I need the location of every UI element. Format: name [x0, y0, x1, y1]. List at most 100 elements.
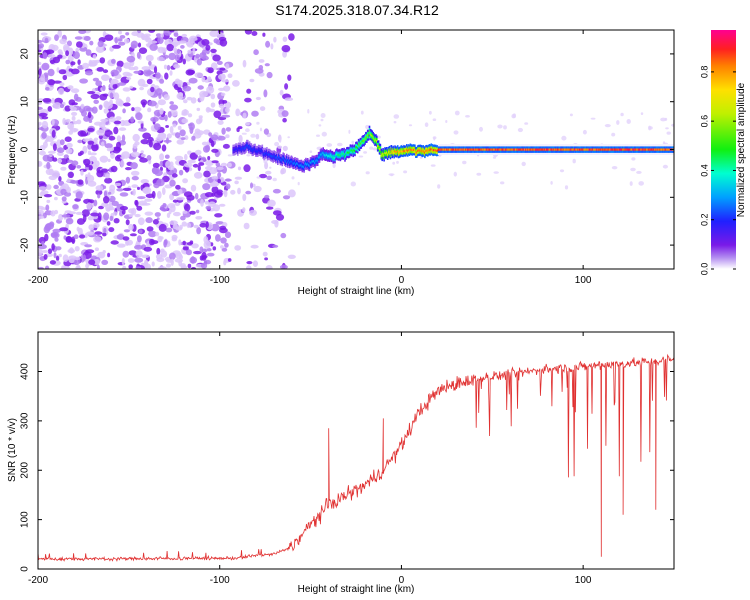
spectrogram-noise-cell	[454, 110, 460, 116]
spectrogram-ridge-cell	[515, 148, 518, 151]
spectrogram-noise-cell	[255, 133, 260, 140]
spectrogram-noise-cell	[393, 114, 400, 119]
spectrogram-ridge-cell	[461, 146, 463, 149]
spectrogram-ridge-cell	[280, 156, 283, 159]
spectrogram-noise-cell	[660, 117, 667, 122]
spectrogram-ridge-cell	[393, 147, 395, 150]
spectrogram-ridge-cell	[468, 148, 471, 151]
spectrogram-ridge-cell	[350, 149, 353, 152]
spectrogram-ridge-cell	[468, 150, 471, 153]
colorbar-label: Normalized spectral amplitude	[736, 82, 747, 217]
spectrogram-ridge-cell	[234, 144, 236, 147]
spectrogram-ridge-cell	[259, 147, 262, 150]
spectrogram-noise-cell	[203, 170, 211, 178]
spectrogram-ridge-cell	[386, 149, 389, 152]
spectrogram-noise-cell	[71, 102, 78, 106]
spectrogram-ridge-cell	[585, 148, 588, 151]
spectrogram-ridge-cell	[289, 156, 292, 159]
spectrogram-ridge-cell	[551, 152, 553, 155]
spectrogram-ridge-cell	[520, 146, 523, 149]
spectrogram-noise-cell	[175, 184, 181, 190]
spectrogram-ridge-cell	[406, 152, 409, 155]
spectrogram-ridge-cell	[334, 158, 336, 162]
spectrogram-ridge-cell	[432, 145, 434, 148]
spectrogram-ridge-cell	[537, 144, 540, 147]
spectrogram-ridge-cell	[346, 149, 348, 152]
spectrogram-ridge-cell	[505, 150, 507, 153]
spectrogram-ridge-cell	[641, 146, 643, 149]
spectrogram-ridge-cell	[302, 160, 304, 163]
spectrogram-ridge-cell	[306, 166, 309, 169]
spectrogram-noise-cell	[318, 124, 322, 127]
spectrogram-noise-cell	[141, 66, 151, 71]
spectrogram-ridge-cell	[283, 153, 285, 156]
spectrogram-ridge-cell	[594, 150, 596, 153]
spectrogram-noise-cell	[38, 106, 43, 110]
spectrogram-noise-cell	[171, 42, 181, 46]
spectrogram-ridge-cell	[365, 136, 367, 139]
spectrogram-ridge-cell	[459, 144, 462, 147]
spectrogram-noise-cell	[279, 89, 284, 96]
spectrogram-noise-cell	[200, 262, 208, 269]
spectrogram-noise-cell	[88, 164, 93, 171]
spectrogram-ridge-cell	[671, 152, 673, 155]
spectrogram-noise-cell	[169, 179, 176, 187]
spectrogram-ridge-cell	[579, 150, 582, 153]
spectrogram-ridge-cell	[441, 152, 443, 155]
spectrogram-ridge-cell	[533, 144, 535, 147]
spectrogram-ridge-cell	[445, 152, 447, 155]
spectrogram-ridge-cell	[444, 144, 446, 147]
spectrogram-ridge-cell	[666, 150, 669, 153]
spectrogram-noise-cell	[191, 243, 199, 249]
spectrogram-noise-cell	[288, 33, 295, 41]
spectrogram-noise-cell	[205, 221, 209, 228]
spectrogram-ridge-cell	[242, 146, 244, 149]
spectrogram-noise-cell	[150, 86, 155, 93]
spectrogram-ridge-cell	[634, 152, 636, 155]
spectrogram-ridge-cell	[627, 144, 630, 147]
spectrogram-ridge-cell	[292, 160, 294, 163]
spectrogram-ridge-cell	[482, 152, 484, 155]
spectrogram-ridge-cell	[295, 159, 297, 162]
spectrogram-noise-cell	[123, 62, 132, 69]
spectrogram-ridge-cell	[522, 152, 524, 155]
spectrogram-ridge-cell	[383, 159, 385, 162]
spectrogram-ridge-cell	[438, 148, 441, 151]
spectrogram-noise-cell	[227, 162, 232, 168]
spectrogram-noise-cell	[218, 203, 226, 207]
spectrogram-ridge-cell	[515, 146, 517, 149]
spectrogram-ridge-cell	[662, 148, 664, 151]
spectrogram-ridge-cell	[480, 146, 483, 149]
spectrogram-ridge-cell	[410, 148, 413, 151]
spectrogram-ridge-cell	[356, 143, 358, 147]
spectrogram-noise-cell	[187, 69, 196, 75]
spectrogram-noise-cell	[204, 192, 214, 198]
spectrogram-ridge-cell	[335, 149, 337, 152]
spectrogram-ridge-cell	[650, 152, 652, 155]
spectrogram-ridge-cell	[619, 146, 622, 149]
spectrogram-noise-cell	[671, 123, 674, 127]
spectrogram-ridge-cell	[423, 148, 425, 151]
spectrogram-noise-cell	[648, 126, 653, 130]
spectrogram-ridge-cell	[604, 148, 607, 151]
spectrogram-ridge-cell	[390, 145, 393, 148]
spectrogram-ridge-cell	[493, 144, 495, 147]
spectrogram-ridge-cell	[580, 148, 582, 151]
spectrogram-ridge-cell	[661, 144, 663, 147]
spectrogram-ridge-cell	[476, 150, 479, 153]
spectrogram-ridge-cell	[279, 160, 282, 164]
spectrogram-ridge-cell	[407, 148, 410, 151]
spectrogram-ridge-cell	[644, 152, 647, 155]
spectrogram-ridge-cell	[421, 154, 423, 158]
spectrogram-ridge-cell	[594, 146, 596, 149]
spectrogram-ridge-cell	[412, 152, 414, 156]
spectrogram-ridge-cell	[628, 150, 631, 153]
spectrogram-ridge-cell	[496, 146, 499, 149]
spectrogram-ridge-cell	[290, 164, 293, 167]
spectrogram-ridge-cell	[600, 144, 602, 147]
spectrogram-ridge-cell	[657, 152, 660, 155]
spectrogram-ridge-cell	[485, 146, 487, 149]
spectrogram-noise-cell	[209, 30, 219, 37]
spectrogram-noise-cell	[99, 57, 106, 64]
spectrogram-ridge-cell	[345, 148, 347, 152]
